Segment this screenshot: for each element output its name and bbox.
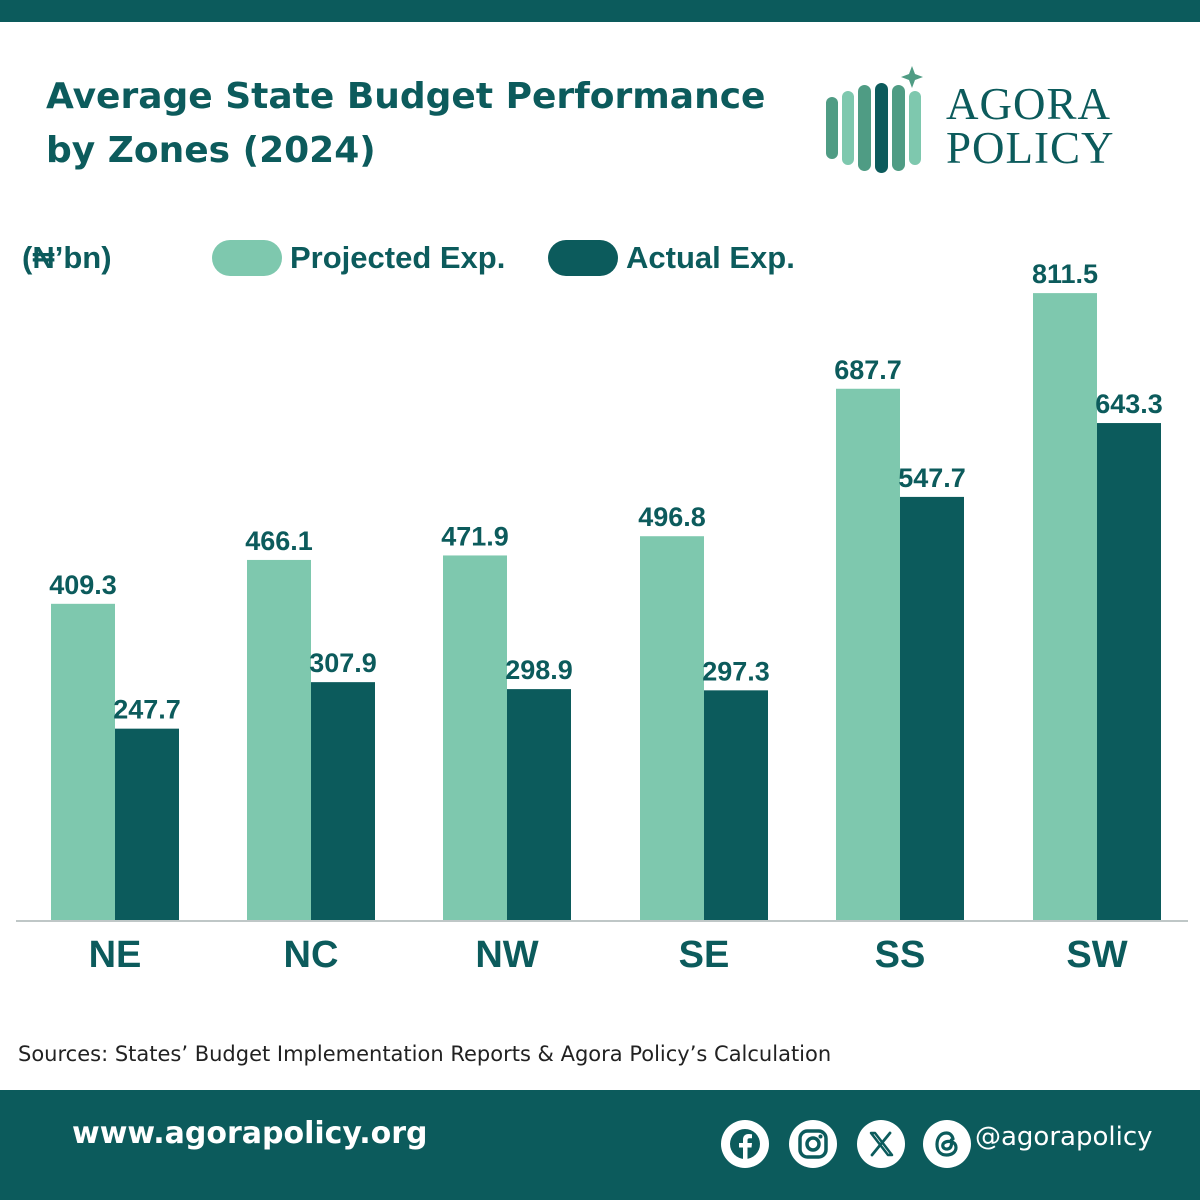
bar-projected-ss	[836, 388, 900, 921]
bar-projected-nc	[247, 559, 311, 920]
facebook-icon[interactable]	[721, 1120, 769, 1168]
legend-actual-label: Actual Exp.	[626, 240, 795, 275]
x-icon[interactable]	[857, 1120, 905, 1168]
bar-actual-nw	[507, 689, 571, 920]
data-label-projected-nw: 471.9	[441, 521, 509, 551]
legend-projected-label: Projected Exp.	[290, 240, 506, 275]
top-bar	[0, 0, 1200, 22]
data-label-projected-ss: 687.7	[834, 355, 902, 385]
data-label-projected-ne: 409.3	[49, 570, 117, 600]
source-note: Sources: States’ Budget Implementation R…	[18, 1042, 832, 1066]
bar-actual-ne	[115, 728, 179, 920]
legend-actual-swatch	[548, 240, 618, 276]
page-title: Average State Budget Performance by Zone…	[46, 70, 765, 178]
brand-name-line-1: AGORA	[946, 79, 1112, 129]
website-link[interactable]: www.agorapolicy.org	[72, 1116, 428, 1151]
threads-icon[interactable]	[923, 1120, 971, 1168]
logo-sparkle-icon	[901, 66, 923, 88]
x-tick-label-nw: NW	[475, 934, 538, 976]
bar-projected-ne	[51, 603, 115, 920]
data-label-actual-ne: 247.7	[113, 695, 181, 725]
y-axis-unit-label: (₦’bn)	[22, 240, 112, 275]
instagram-icon[interactable]	[789, 1120, 837, 1168]
title-line-1: Average State Budget Performance	[46, 76, 766, 117]
data-label-actual-nc: 307.9	[309, 648, 377, 678]
x-tick-label-se: SE	[679, 934, 730, 976]
bar-actual-ss	[900, 496, 964, 920]
x-tick-label-ne: NE	[89, 934, 142, 976]
data-label-actual-sw: 643.3	[1095, 389, 1163, 419]
data-label-projected-nc: 466.1	[245, 526, 313, 556]
x-tick-label-nc: NC	[284, 934, 339, 976]
logo-stripes-icon	[826, 83, 921, 173]
brand-name: AGORA POLICY	[946, 79, 1115, 173]
legend-projected-swatch	[212, 240, 282, 276]
agora-policy-logo-icon	[826, 66, 923, 173]
bar-chart: 409.3 247.7 NE 466.1 307.9 NC 471.9 298.9 NW 496.…	[16, 259, 1188, 976]
data-label-actual-nw: 298.9	[505, 655, 573, 685]
social-handle[interactable]: @agorapolicy	[975, 1122, 1153, 1152]
legend-projected: Projected Exp.	[212, 240, 505, 276]
bar-projected-nw	[443, 555, 507, 920]
bar-actual-se	[704, 690, 768, 920]
brand-name-line-2: POLICY	[946, 123, 1115, 173]
data-label-actual-se: 297.3	[702, 656, 770, 686]
bar-projected-sw	[1033, 293, 1097, 921]
x-tick-label-ss: SS	[875, 934, 926, 976]
data-label-projected-sw: 811.5	[1032, 259, 1098, 289]
title-line-2: by Zones (2024)	[46, 130, 376, 171]
footer-bar	[0, 1090, 1200, 1200]
bar-projected-se	[640, 536, 704, 920]
x-tick-label-sw: SW	[1066, 934, 1127, 976]
bar-actual-nc	[311, 682, 375, 920]
data-label-actual-ss: 547.7	[898, 463, 966, 493]
legend-actual: Actual Exp.	[548, 240, 795, 276]
bar-actual-sw	[1097, 423, 1161, 920]
data-label-projected-se: 496.8	[638, 502, 706, 532]
